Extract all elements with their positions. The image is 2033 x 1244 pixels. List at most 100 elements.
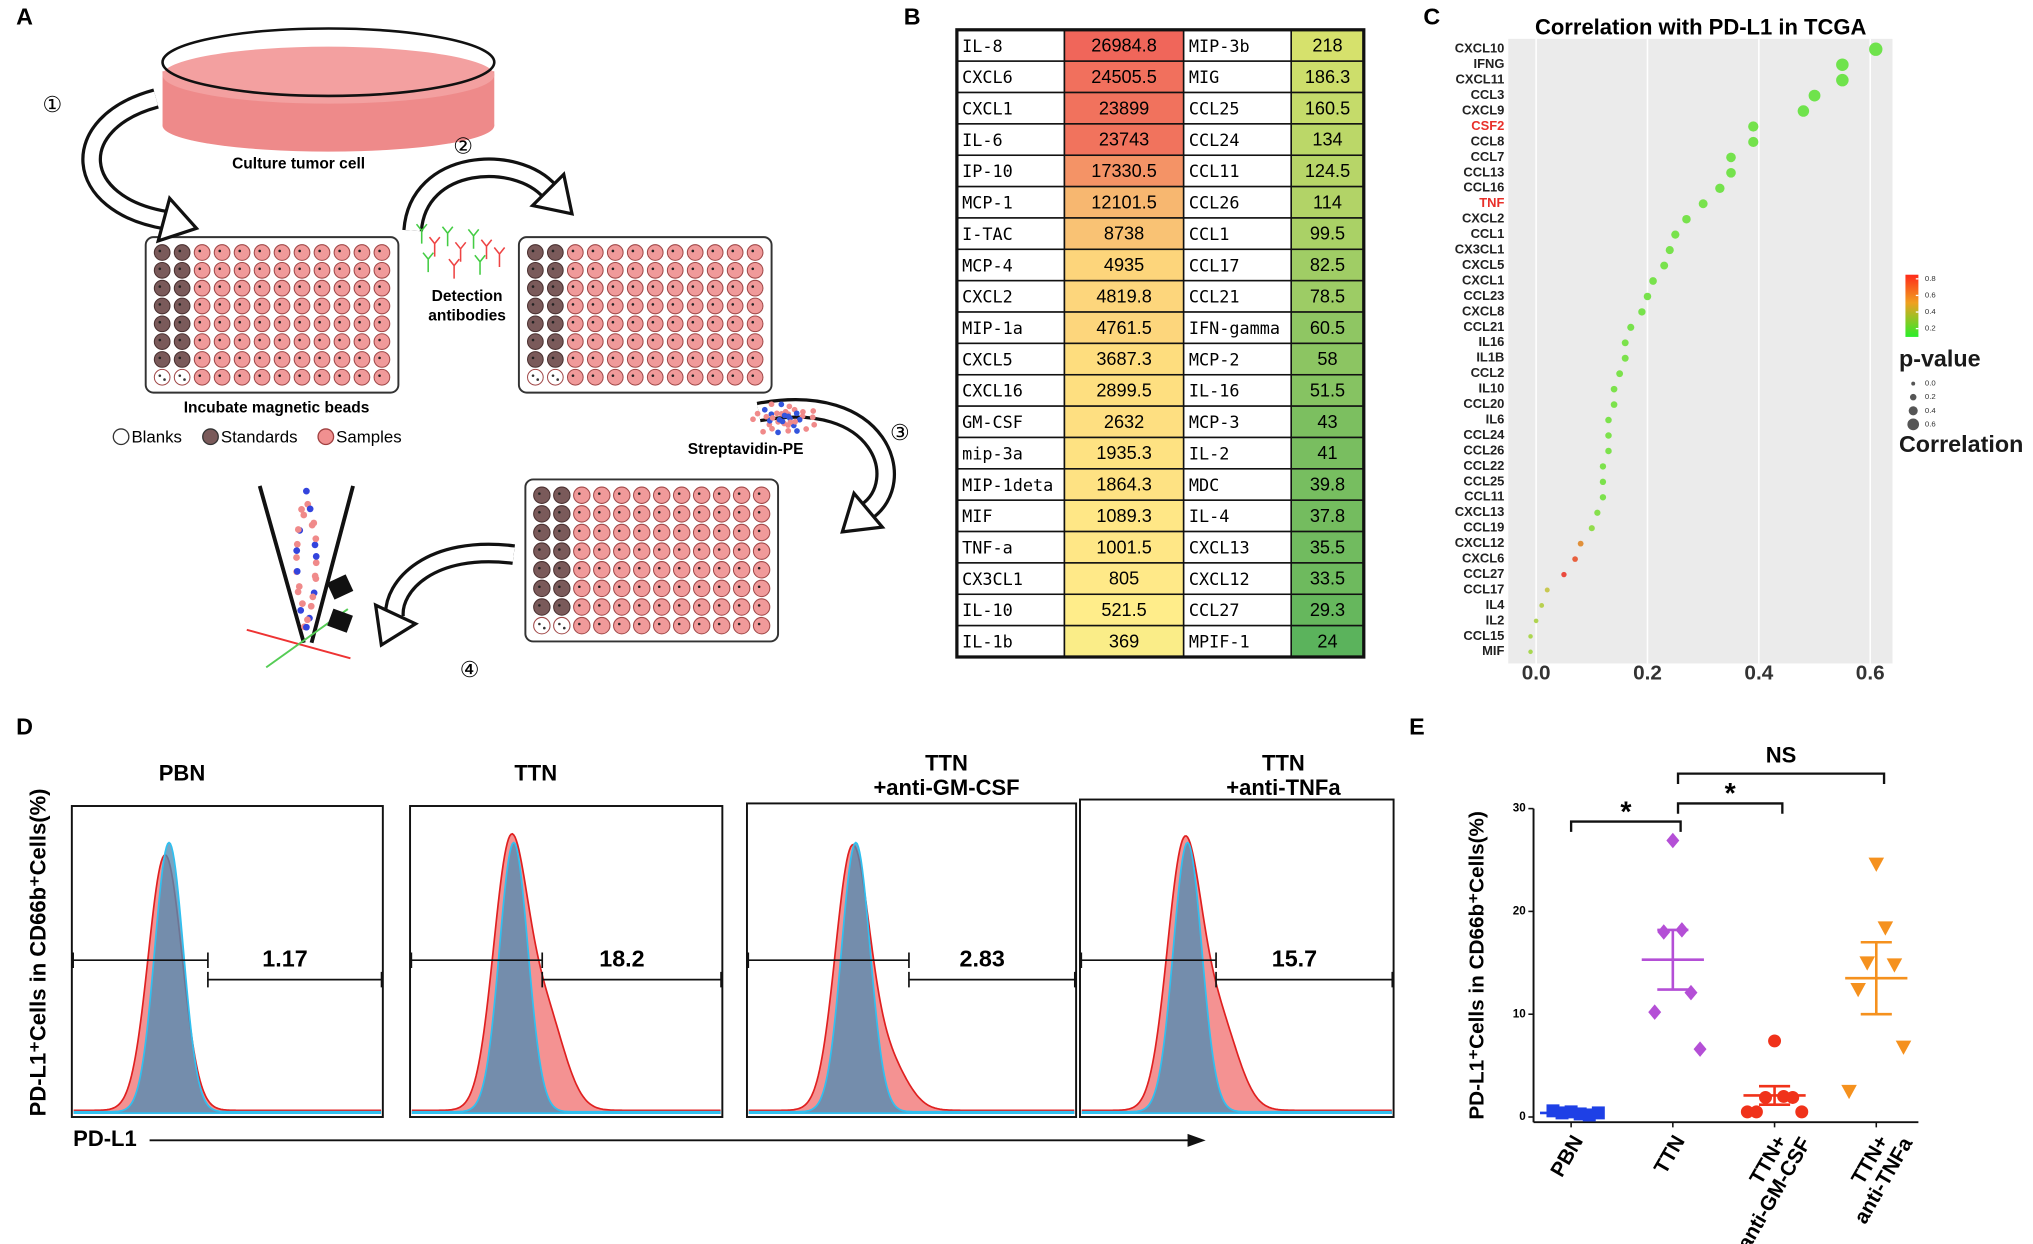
funnel-side bbox=[257, 485, 306, 644]
well bbox=[646, 351, 664, 368]
cell-value: 26984.8 bbox=[1091, 36, 1157, 56]
bead bbox=[158, 267, 162, 271]
bead bbox=[671, 338, 675, 342]
well bbox=[646, 333, 664, 350]
table-cell bbox=[1063, 185, 1185, 219]
dot bbox=[1599, 494, 1607, 501]
well bbox=[313, 368, 331, 386]
bead bbox=[551, 303, 555, 306]
bead bbox=[757, 604, 761, 607]
point bbox=[1759, 1090, 1772, 1104]
bead bbox=[338, 267, 341, 271]
bead bbox=[657, 529, 661, 533]
gate bbox=[410, 952, 723, 988]
bead bbox=[737, 510, 741, 514]
bead bbox=[657, 566, 661, 570]
bead bbox=[298, 320, 301, 324]
well bbox=[233, 261, 251, 279]
well bbox=[533, 486, 551, 504]
bead bbox=[378, 356, 381, 360]
well-plate bbox=[524, 478, 780, 643]
legend-title: p-value bbox=[1899, 345, 1981, 371]
well bbox=[353, 279, 371, 297]
well bbox=[666, 333, 684, 350]
dot bbox=[1726, 168, 1736, 178]
well bbox=[213, 368, 231, 386]
x-tick-label: 0.2 bbox=[1633, 661, 1662, 684]
table-cell bbox=[956, 624, 1066, 658]
cell-name: IL-4 bbox=[1189, 506, 1230, 526]
cell-bead bbox=[293, 554, 300, 561]
well bbox=[373, 333, 391, 350]
well bbox=[173, 261, 191, 279]
bead bbox=[218, 249, 222, 253]
well bbox=[613, 523, 631, 542]
point bbox=[1666, 832, 1680, 849]
x-tick-label-group: PBN bbox=[1546, 1131, 1588, 1180]
cell-name: CXCL13 bbox=[1189, 538, 1250, 558]
pe-bead bbox=[787, 419, 794, 426]
bead bbox=[651, 285, 655, 288]
bead bbox=[531, 249, 535, 253]
cell-name: MCP-1 bbox=[962, 193, 1013, 213]
table-cell bbox=[1182, 154, 1292, 188]
bead bbox=[631, 267, 635, 271]
bead bbox=[591, 249, 595, 253]
cell-name: MPIF-1 bbox=[1189, 632, 1250, 652]
well bbox=[746, 315, 764, 333]
well bbox=[573, 542, 591, 560]
well bbox=[692, 505, 711, 523]
well bbox=[613, 616, 631, 635]
well bbox=[233, 333, 251, 350]
table-cell bbox=[1063, 624, 1185, 658]
bead bbox=[671, 267, 675, 271]
well bbox=[732, 579, 751, 598]
bead bbox=[651, 374, 655, 377]
well bbox=[153, 261, 171, 279]
plate-frame bbox=[517, 236, 773, 394]
well bbox=[666, 297, 684, 315]
well bbox=[213, 279, 231, 297]
dot bbox=[1605, 432, 1612, 439]
bead bbox=[697, 529, 701, 533]
well bbox=[193, 244, 211, 261]
bead bbox=[657, 604, 661, 607]
cell-value: 41 bbox=[1317, 443, 1337, 463]
cell-value: 58 bbox=[1317, 349, 1337, 369]
dot bbox=[1808, 89, 1821, 102]
pe-bead bbox=[768, 401, 775, 408]
panel-label: B bbox=[904, 3, 921, 29]
bead bbox=[631, 338, 635, 342]
bead bbox=[178, 320, 182, 324]
cell-value: 39.8 bbox=[1310, 475, 1345, 495]
well bbox=[333, 351, 351, 368]
bead bbox=[218, 267, 222, 271]
table-cell bbox=[956, 562, 1066, 596]
bead bbox=[711, 267, 715, 271]
culture-dish bbox=[161, 27, 496, 152]
pe-bead bbox=[750, 416, 756, 423]
well bbox=[373, 261, 391, 279]
cell-value: 521.5 bbox=[1101, 600, 1146, 620]
well bbox=[553, 505, 571, 523]
bead bbox=[697, 622, 701, 626]
arrow-inner bbox=[757, 401, 893, 518]
well bbox=[353, 244, 371, 261]
well bbox=[533, 579, 551, 598]
well bbox=[746, 244, 764, 261]
well bbox=[712, 505, 731, 523]
well bbox=[633, 579, 651, 598]
well bbox=[527, 333, 544, 350]
well bbox=[672, 542, 691, 560]
y-tick-label: CCL15 bbox=[1463, 628, 1504, 643]
well bbox=[646, 297, 664, 315]
table-cell bbox=[956, 279, 1066, 313]
well bbox=[646, 279, 664, 297]
cell-bead bbox=[312, 535, 320, 543]
y-tick-label: CCL11 bbox=[1464, 489, 1504, 504]
well bbox=[646, 368, 664, 386]
bead bbox=[591, 338, 595, 342]
cell-bead bbox=[306, 505, 314, 513]
well bbox=[527, 244, 544, 261]
bead bbox=[717, 548, 721, 551]
